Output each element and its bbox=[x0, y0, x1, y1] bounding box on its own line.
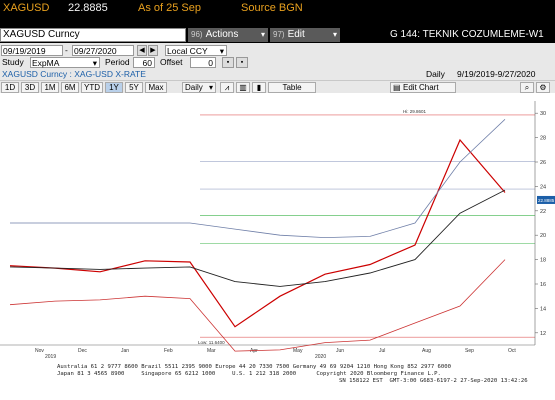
y-tick-label: 20 bbox=[540, 233, 546, 239]
y-tick-label: 26 bbox=[540, 160, 546, 166]
lower-band-line bbox=[9, 259, 506, 352]
high-annotation: Hi: 29.8601 bbox=[403, 109, 427, 114]
chevron-down-icon: ▾ bbox=[260, 30, 265, 39]
y-tick-label: 28 bbox=[540, 136, 546, 142]
period-label: Period bbox=[105, 57, 130, 67]
offset-input[interactable]: 0 bbox=[190, 57, 216, 68]
end-date-field[interactable]: 09/27/2020 bbox=[72, 45, 134, 56]
date-range-label: 9/19/2019-9/27/2020 bbox=[457, 69, 536, 79]
period-button-5y[interactable]: 5Y bbox=[125, 82, 143, 93]
security-field[interactable]: XAGUSD Curncy bbox=[0, 28, 186, 42]
ticker-source: Source BGN bbox=[241, 2, 303, 14]
currency-select[interactable]: Local CCY ▾ bbox=[165, 45, 227, 56]
y-tick-label: 12 bbox=[540, 331, 546, 337]
y-tick-label: 24 bbox=[540, 184, 546, 190]
table-button[interactable]: Table bbox=[268, 82, 316, 93]
start-date-field[interactable]: 09/19/2019 bbox=[1, 45, 63, 56]
footer-line-2: Japan 81 3 4565 8900 Singapore 65 6212 1… bbox=[57, 371, 441, 377]
frequency-select[interactable]: Daily ▾ bbox=[182, 82, 216, 93]
period-button-1m[interactable]: 1M bbox=[41, 82, 59, 93]
x-tick-label: Jan bbox=[121, 348, 129, 354]
x-tick-label: Dec bbox=[78, 348, 87, 354]
actions-button[interactable]: 96) Actions ▾ bbox=[188, 28, 268, 42]
settings-icon[interactable]: ⚙ bbox=[536, 82, 550, 93]
ticker-price: 22.8885 bbox=[68, 2, 108, 14]
chart-icon: ▤ bbox=[393, 83, 401, 92]
x-tick-label: Feb bbox=[164, 348, 173, 354]
ticker-symbol: XAGUSD bbox=[3, 2, 50, 14]
x-year-label: 2019 bbox=[45, 354, 56, 358]
y-tick-label: 22 bbox=[540, 209, 546, 215]
bar-chart-icon[interactable]: ▥ bbox=[236, 82, 250, 93]
ticker-bar: XAGUSD 22.8885 As of 25 Sep Source BGN bbox=[0, 0, 555, 17]
y-tick-label: 18 bbox=[540, 258, 546, 264]
footer-line-3: SN 158122 EST GMT-3:00 G683-6197-2 27-Se… bbox=[339, 378, 528, 384]
y-tick-label: 14 bbox=[540, 306, 546, 312]
chart-toolbar: 1D 3D 1M 6M YTD 1Y 5Y Max Daily ▾ ⩘ ▥ ▮ Table ▤… bbox=[0, 80, 555, 93]
screen-title: G 144: TEKNIK COZUMLEME-W1 bbox=[390, 29, 544, 40]
y-tick-label: 30 bbox=[540, 111, 546, 117]
frequency-label: Daily bbox=[426, 69, 445, 79]
period-button-max[interactable]: Max bbox=[145, 82, 167, 93]
period-button-1y[interactable]: 1Y bbox=[105, 82, 123, 93]
study-tool-icon[interactable]: ▪ bbox=[236, 57, 248, 68]
period-button-3d[interactable]: 3D bbox=[21, 82, 39, 93]
price-series-line bbox=[9, 138, 506, 328]
x-tick-label: Mar bbox=[207, 348, 216, 354]
offset-label: Offset bbox=[160, 57, 183, 67]
menu-bar: XAGUSD Curncy 96) Actions ▾ 97) Edit ▾ G 1… bbox=[0, 17, 555, 43]
y-tick-label: 16 bbox=[540, 282, 546, 288]
period-button-ytd[interactable]: YTD bbox=[81, 82, 103, 93]
x-year-label: 2020 bbox=[315, 354, 326, 358]
footer-line-1: Australia 61 2 9777 8600 Brazil 5511 239… bbox=[57, 364, 452, 370]
date-separator: - bbox=[65, 45, 68, 55]
low-annotation: Low: 11.6400 bbox=[198, 340, 225, 345]
line-chart-icon[interactable]: ⩘ bbox=[220, 82, 234, 93]
edit-chart-button[interactable]: ▤ Edit Chart bbox=[390, 82, 456, 93]
upper-band-line bbox=[10, 119, 506, 239]
price-chart[interactable]: 12 14 16 18 20 22 24 26 28 30 Nov Dec Jan Feb Mar Apr Ma… bbox=[0, 93, 555, 358]
x-tick-label: Nov bbox=[35, 348, 44, 354]
study-label: Study bbox=[2, 57, 24, 67]
last-price-label: 22.8885 bbox=[538, 198, 555, 203]
candle-chart-icon[interactable]: ▮ bbox=[252, 82, 266, 93]
study-tool-icon[interactable]: ▪ bbox=[222, 57, 234, 68]
study-select[interactable]: ExpMA ▾ bbox=[30, 57, 100, 68]
last-price-tag bbox=[537, 195, 555, 204]
zoom-icon[interactable]: ⌕ bbox=[520, 82, 534, 93]
period-button-1d[interactable]: 1D bbox=[1, 82, 19, 93]
x-tick-label: Oct bbox=[508, 348, 516, 354]
period-input[interactable]: 60 bbox=[133, 57, 155, 68]
period-button-6m[interactable]: 6M bbox=[61, 82, 79, 93]
chevron-down-icon: ▾ bbox=[332, 30, 337, 39]
next-arrow-icon[interactable]: ▶ bbox=[148, 45, 158, 56]
chart-canvas[interactable]: 12 14 16 18 20 22 24 26 28 30 Nov Dec Jan Feb Mar Apr Ma… bbox=[0, 93, 555, 358]
chevron-down-icon: ▾ bbox=[208, 83, 213, 92]
footer: Australia 61 2 9777 8600 Brazil 5511 239… bbox=[0, 358, 555, 400]
ticker-as-of: As of 25 Sep bbox=[138, 2, 201, 14]
chart-subtitle: XAGUSD Curncy : XAG-USD X-RATE bbox=[2, 69, 146, 79]
x-tick-label: Jun bbox=[336, 348, 344, 354]
x-tick-label: Aug bbox=[422, 348, 431, 354]
chevron-down-icon: ▾ bbox=[92, 58, 97, 68]
chevron-down-icon: ▾ bbox=[219, 46, 224, 56]
x-tick-label: Sep bbox=[465, 348, 474, 354]
prev-arrow-icon[interactable]: ◀ bbox=[137, 45, 147, 56]
ema-line bbox=[9, 189, 506, 287]
x-tick-label: May bbox=[293, 348, 303, 354]
x-tick-label: Apr bbox=[250, 348, 258, 354]
edit-button[interactable]: 97) Edit ▾ bbox=[270, 28, 340, 42]
x-tick-label: Jul bbox=[379, 348, 385, 354]
